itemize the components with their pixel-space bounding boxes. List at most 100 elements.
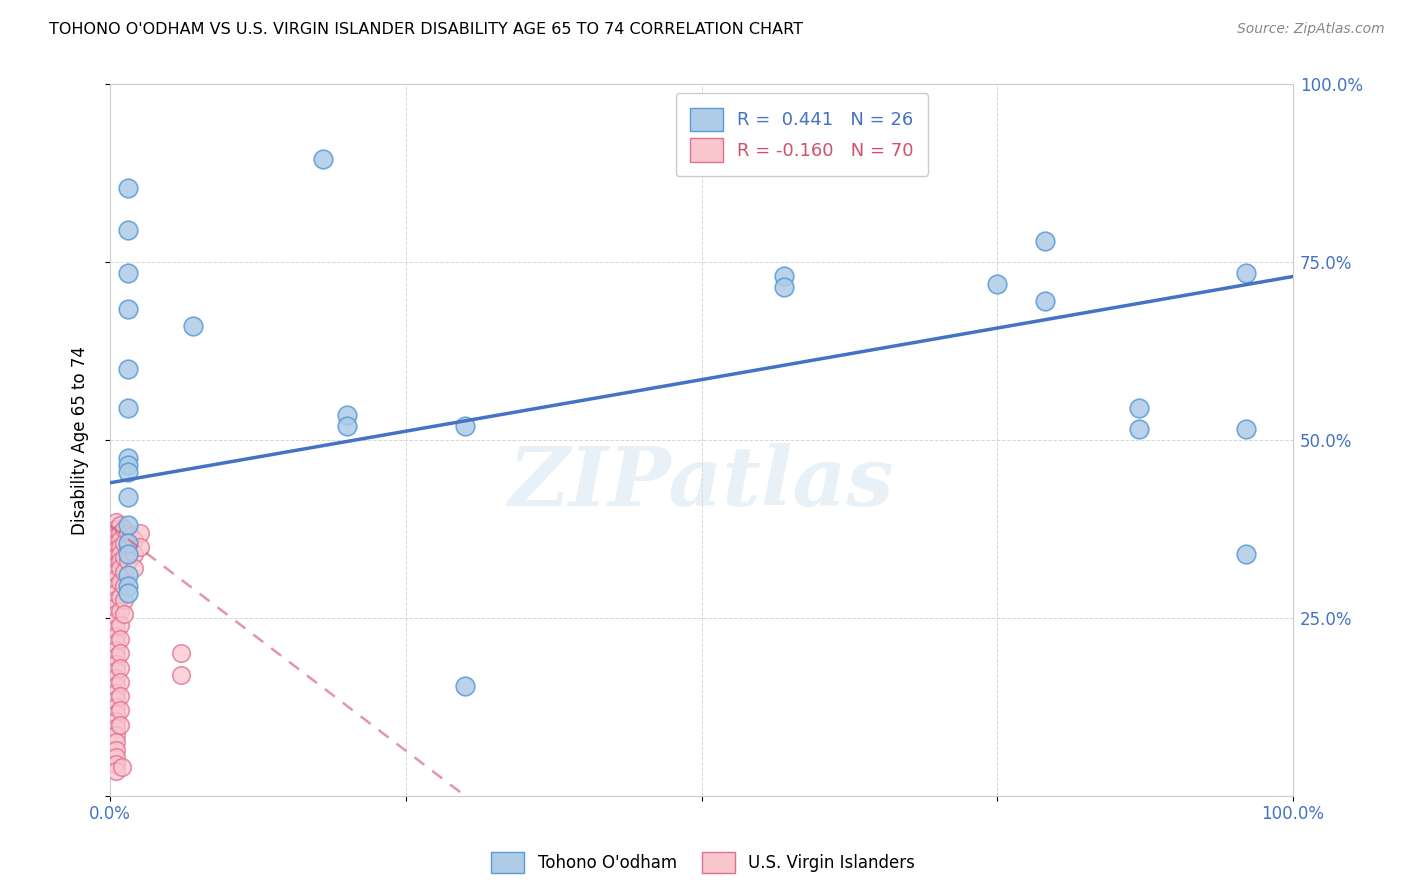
Point bbox=[108, 525, 131, 540]
Point bbox=[122, 533, 145, 547]
Point bbox=[104, 672, 127, 686]
Point bbox=[117, 490, 139, 504]
Text: ZIPatlas: ZIPatlas bbox=[509, 442, 894, 523]
Point bbox=[108, 547, 131, 561]
Point bbox=[104, 699, 127, 714]
Point bbox=[104, 543, 127, 558]
Point bbox=[1234, 422, 1257, 436]
Legend: Tohono O'odham, U.S. Virgin Islanders: Tohono O'odham, U.S. Virgin Islanders bbox=[484, 846, 922, 880]
Point bbox=[108, 618, 131, 632]
Point bbox=[1234, 547, 1257, 561]
Point bbox=[117, 540, 139, 554]
Point bbox=[117, 450, 139, 465]
Point bbox=[104, 749, 127, 764]
Point bbox=[117, 518, 139, 533]
Point bbox=[104, 714, 127, 728]
Point bbox=[1033, 294, 1056, 309]
Point bbox=[104, 607, 127, 622]
Point bbox=[117, 223, 139, 237]
Point bbox=[117, 568, 139, 582]
Point bbox=[104, 622, 127, 636]
Point bbox=[104, 657, 127, 672]
Point bbox=[104, 742, 127, 756]
Point bbox=[181, 319, 204, 334]
Text: TOHONO O'ODHAM VS U.S. VIRGIN ISLANDER DISABILITY AGE 65 TO 74 CORRELATION CHART: TOHONO O'ODHAM VS U.S. VIRGIN ISLANDER D… bbox=[49, 22, 803, 37]
Point bbox=[104, 529, 127, 543]
Point bbox=[112, 522, 135, 536]
Point bbox=[104, 550, 127, 565]
Point bbox=[108, 590, 131, 604]
Point bbox=[112, 565, 135, 579]
Point bbox=[1033, 234, 1056, 248]
Point bbox=[104, 636, 127, 650]
Point bbox=[117, 301, 139, 316]
Point bbox=[108, 604, 131, 618]
Point bbox=[112, 593, 135, 607]
Point bbox=[112, 579, 135, 593]
Point bbox=[117, 547, 139, 561]
Point bbox=[104, 536, 127, 550]
Point bbox=[108, 661, 131, 675]
Point bbox=[773, 269, 796, 284]
Point bbox=[112, 607, 135, 622]
Point bbox=[117, 180, 139, 194]
Point bbox=[104, 572, 127, 586]
Point bbox=[104, 756, 127, 771]
Point bbox=[170, 647, 193, 661]
Point bbox=[104, 692, 127, 706]
Point bbox=[122, 547, 145, 561]
Point bbox=[104, 706, 127, 721]
Point bbox=[104, 629, 127, 643]
Point bbox=[117, 525, 139, 540]
Point bbox=[104, 643, 127, 657]
Point bbox=[108, 518, 131, 533]
Point bbox=[108, 554, 131, 568]
Point bbox=[1128, 422, 1150, 436]
Point bbox=[120, 529, 142, 543]
Point bbox=[1234, 266, 1257, 280]
Point bbox=[104, 685, 127, 699]
Point bbox=[104, 579, 127, 593]
Point bbox=[117, 401, 139, 415]
Point bbox=[108, 561, 131, 575]
Point bbox=[117, 362, 139, 376]
Point bbox=[104, 728, 127, 742]
Point bbox=[128, 525, 150, 540]
Y-axis label: Disability Age 65 to 74: Disability Age 65 to 74 bbox=[72, 346, 89, 534]
Point bbox=[104, 679, 127, 693]
Point bbox=[108, 647, 131, 661]
Point bbox=[128, 540, 150, 554]
Point bbox=[108, 689, 131, 703]
Point bbox=[104, 615, 127, 629]
Point bbox=[111, 760, 134, 774]
Point bbox=[312, 152, 335, 166]
Point bbox=[986, 277, 1008, 291]
Point bbox=[104, 522, 127, 536]
Point bbox=[454, 679, 477, 693]
Point bbox=[336, 408, 359, 422]
Point bbox=[122, 561, 145, 575]
Point bbox=[104, 764, 127, 778]
Point bbox=[117, 586, 139, 600]
Point bbox=[117, 554, 139, 568]
Point bbox=[104, 515, 127, 529]
Point bbox=[108, 533, 131, 547]
Point bbox=[104, 586, 127, 600]
Point bbox=[108, 575, 131, 590]
Point bbox=[1128, 401, 1150, 415]
Point bbox=[104, 665, 127, 679]
Point bbox=[454, 418, 477, 433]
Point bbox=[117, 536, 139, 550]
Point bbox=[117, 465, 139, 479]
Point bbox=[104, 600, 127, 615]
Point bbox=[104, 558, 127, 572]
Point bbox=[108, 632, 131, 647]
Point bbox=[104, 650, 127, 665]
Point bbox=[117, 579, 139, 593]
Point bbox=[773, 280, 796, 294]
Point bbox=[112, 536, 135, 550]
Point bbox=[336, 418, 359, 433]
Legend: R =  0.441   N = 26, R = -0.160   N = 70: R = 0.441 N = 26, R = -0.160 N = 70 bbox=[676, 94, 928, 176]
Point bbox=[108, 717, 131, 731]
Point bbox=[104, 721, 127, 735]
